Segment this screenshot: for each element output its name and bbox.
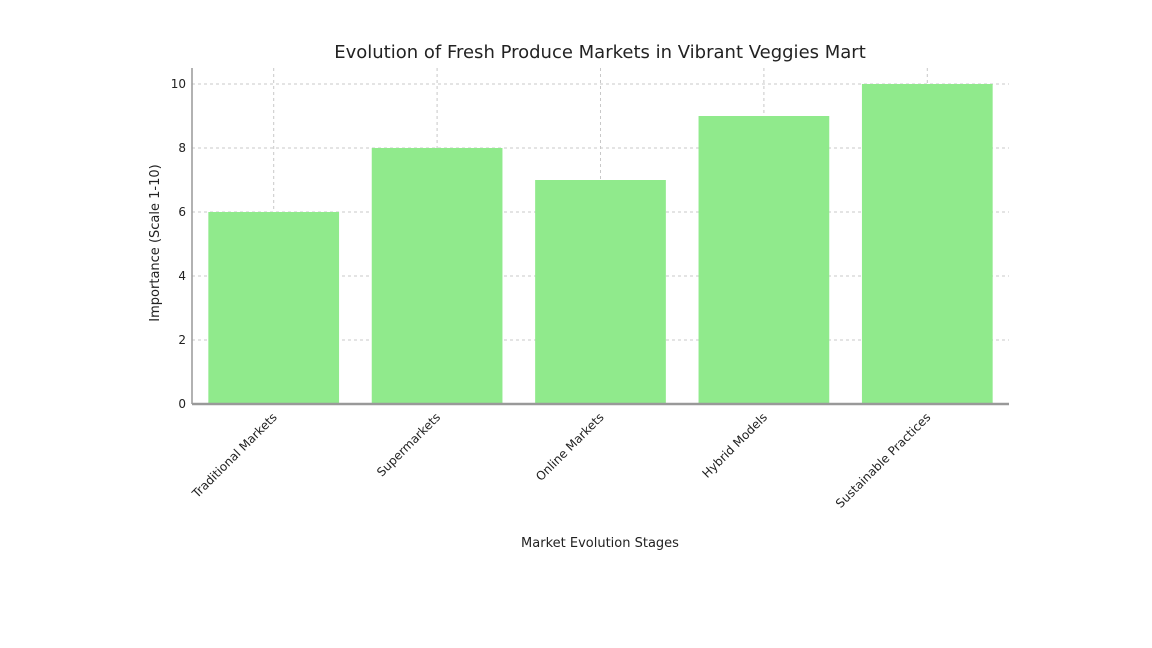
bar bbox=[698, 116, 830, 404]
bar bbox=[371, 148, 503, 404]
y-axis-label: Importance (Scale 1-10) bbox=[148, 164, 163, 321]
x-tick-label: Sustainable Practices bbox=[833, 410, 934, 511]
y-tick-label: 2 bbox=[178, 333, 186, 347]
bar bbox=[861, 84, 993, 404]
x-tick-label: Supermarkets bbox=[374, 410, 443, 479]
bars bbox=[208, 84, 993, 404]
y-tick-label: 0 bbox=[178, 397, 186, 411]
x-tick-label: Hybrid Models bbox=[699, 410, 770, 481]
x-tick-label: Traditional Markets bbox=[189, 410, 280, 501]
y-tick-label: 4 bbox=[178, 269, 186, 283]
x-ticks: Traditional Markets Supermarkets Online Ma… bbox=[189, 410, 934, 511]
bar bbox=[535, 180, 666, 404]
x-tick-label: Online Markets bbox=[533, 410, 607, 484]
y-tick-label: 6 bbox=[178, 205, 186, 219]
chart-title: Evolution of Fresh Produce Markets in Vi… bbox=[334, 42, 866, 63]
y-ticks: 0 2 4 6 8 10 bbox=[171, 77, 186, 411]
y-tick-label: 8 bbox=[178, 141, 186, 155]
bar bbox=[208, 212, 340, 404]
x-axis-label: Market Evolution Stages bbox=[521, 536, 679, 551]
y-tick-label: 10 bbox=[171, 77, 186, 91]
axes bbox=[191, 68, 1009, 406]
